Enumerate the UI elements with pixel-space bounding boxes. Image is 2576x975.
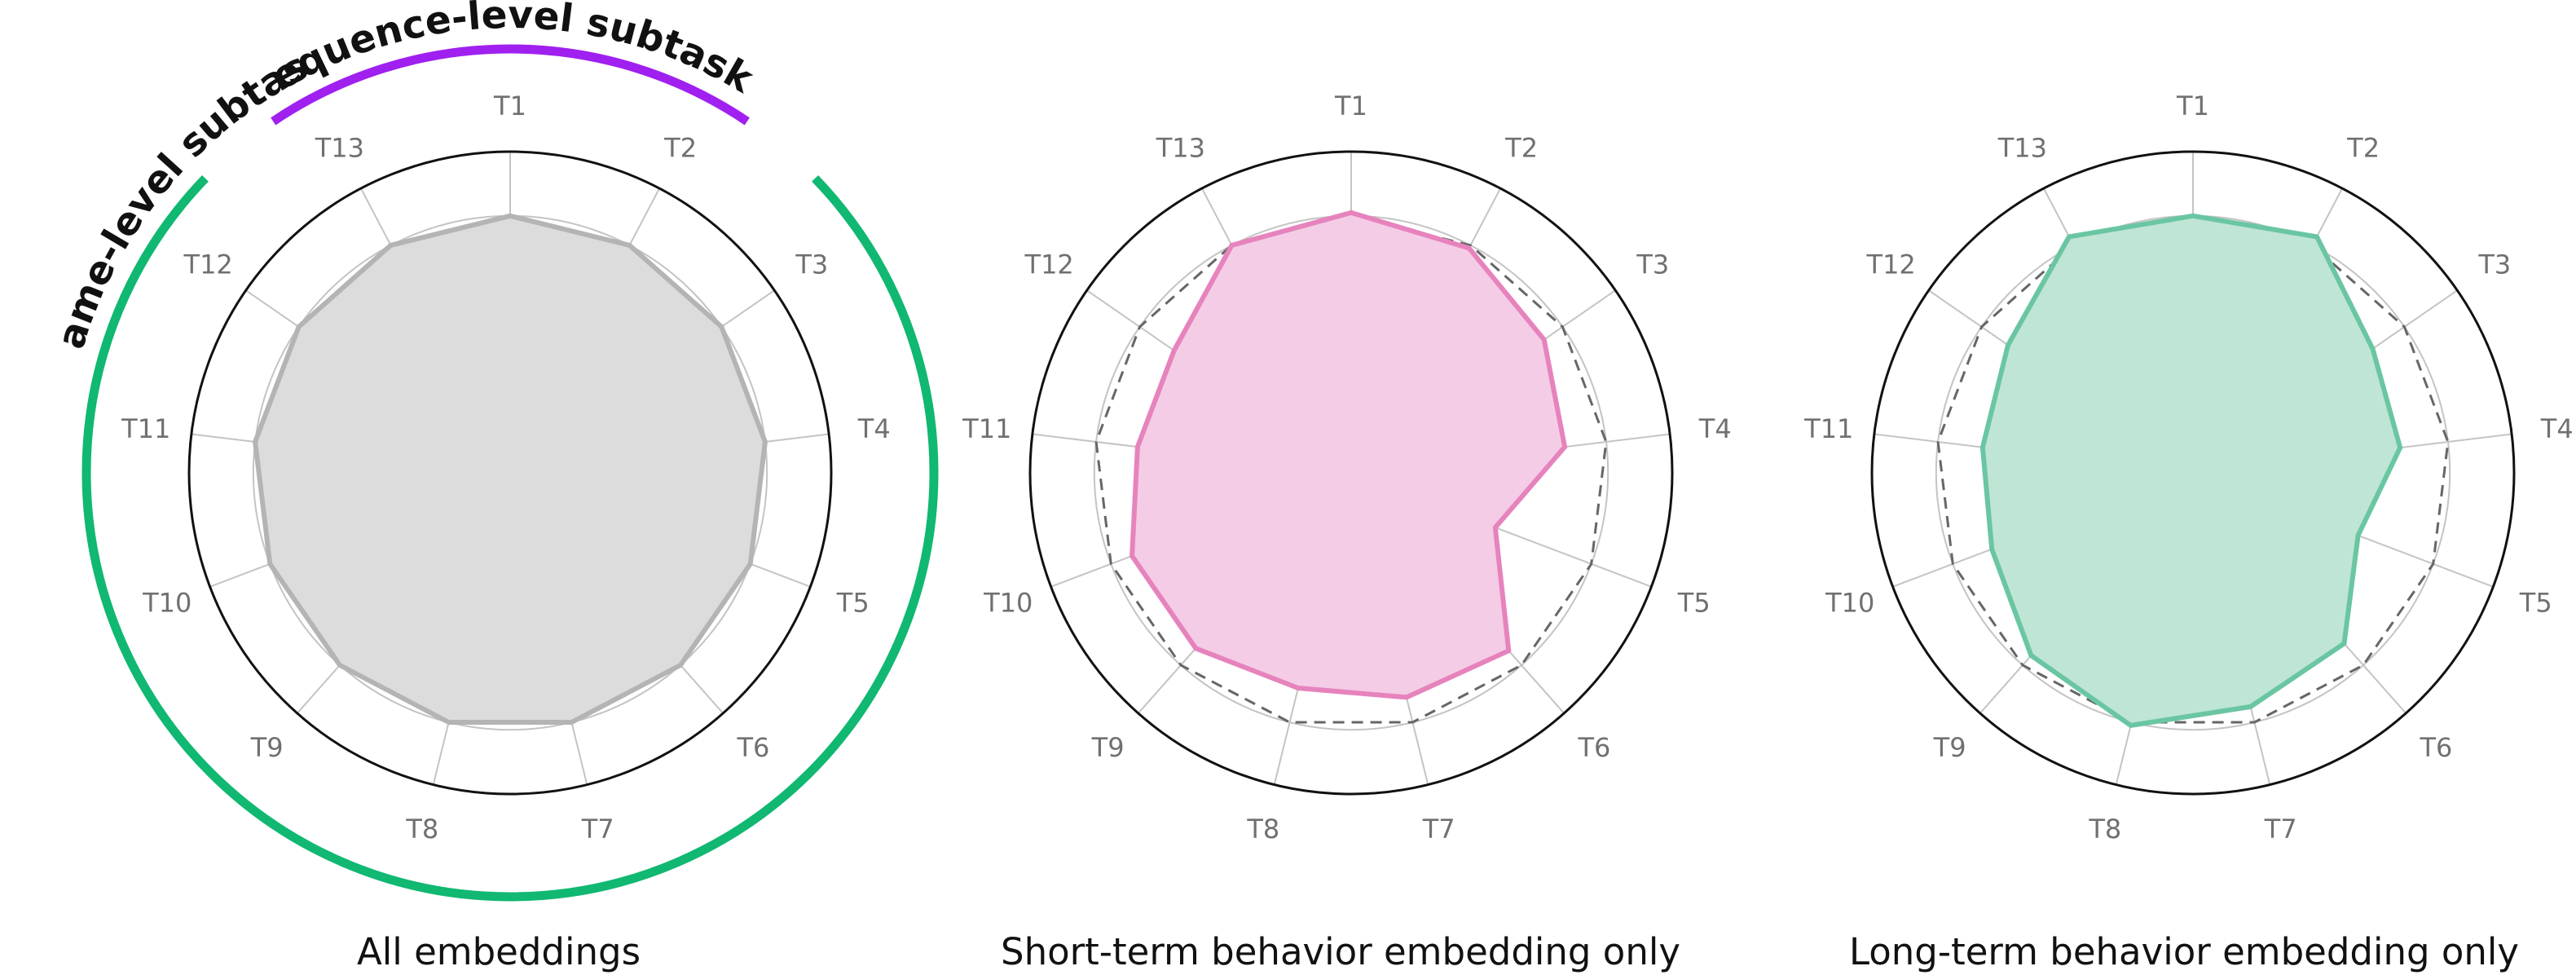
data-point-t5 (2357, 534, 2359, 536)
data-point-t4 (1564, 446, 1566, 448)
data-point-t12 (2007, 344, 2010, 346)
data-point-t13 (2068, 236, 2071, 238)
tick-label-t2: T2 (1504, 133, 1538, 164)
tick-label-t11: T11 (121, 413, 170, 444)
tick-label-t4: T4 (857, 413, 891, 444)
tick-label-t6: T6 (2419, 732, 2452, 763)
tick-label-t3: T3 (1636, 249, 1669, 280)
data-point-t8 (447, 721, 450, 724)
tick-label-t10: T10 (142, 588, 192, 619)
series-polygon (253, 213, 768, 725)
tick-label-t7: T7 (581, 814, 614, 845)
data-point-t11 (1981, 446, 1984, 448)
reference-series-polygon (1094, 214, 1608, 724)
tick-label-t9: T9 (250, 732, 284, 763)
data-point-t6 (680, 664, 682, 666)
radar-chart-all: Sequence-level subtasks Frame-level subt… (0, 0, 939, 973)
tick-label-t1: T1 (2176, 90, 2209, 121)
tick-label-t9: T9 (1933, 732, 1966, 763)
tick-label-t4: T4 (1698, 413, 1732, 444)
frame-level-arc-label: Frame-level subtasks (0, 0, 315, 354)
data-point-t10 (269, 562, 271, 565)
reference-series-polygon (1936, 214, 2450, 724)
data-point-t7 (570, 721, 573, 724)
data-point-t9 (1195, 647, 1197, 650)
tick-label-t12: T12 (183, 249, 233, 280)
data-point-t3 (2371, 347, 2374, 350)
tick-label-t12: T12 (1866, 249, 1916, 280)
data-point-t4 (2399, 447, 2402, 449)
outer-frame (1028, 150, 1674, 796)
tick-label-t13: T13 (315, 133, 364, 164)
data-point-t3 (720, 325, 723, 328)
tick-label-t11: T11 (962, 413, 1011, 444)
outer-frame (187, 150, 833, 796)
data-point-t9 (338, 664, 341, 666)
tick-label-t10: T10 (1825, 588, 1874, 619)
tick-label-t6: T6 (736, 732, 769, 763)
data-point-t5 (1494, 527, 1496, 529)
data-point-t3 (1543, 338, 1545, 341)
tick-label-t10: T10 (983, 588, 1033, 619)
data-point-t13 (1231, 244, 1233, 246)
data-point-t2 (1468, 247, 1470, 249)
radar-chart-long-term: Long-term behavior embedding only T1 T2 T3… (1803, 90, 2574, 973)
chart-title-all: All embeddings (357, 930, 641, 973)
data-point-t9 (2030, 655, 2032, 657)
series-polygon (1129, 210, 1568, 700)
data-point-t1 (1350, 211, 1352, 214)
data-point-t13 (390, 244, 392, 246)
tick-label-t13: T13 (1156, 133, 1205, 164)
radar-chart-short-term: Short-term behavior embedding only T1 T2 T… (962, 90, 1732, 973)
data-point-t11 (254, 441, 257, 443)
data-point-t2 (2315, 236, 2318, 238)
data-point-t10 (1991, 548, 1993, 550)
sequence-level-arc (271, 44, 750, 126)
data-point-t6 (1508, 650, 1510, 652)
tick-label-t8: T8 (1246, 814, 1279, 845)
tick-label-t3: T3 (2477, 249, 2511, 280)
data-point-t7 (1405, 696, 1407, 699)
data-point-t10 (1131, 554, 1134, 557)
outer-frame (1870, 150, 2516, 796)
data-point-t6 (2343, 642, 2345, 645)
tick-label-t1: T1 (1334, 90, 1367, 121)
tick-label-t5: T5 (2519, 588, 2552, 619)
data-point-t12 (297, 325, 300, 328)
data-point-t11 (1136, 446, 1138, 448)
data-point-t8 (1297, 686, 1299, 689)
tick-label-t2: T2 (2346, 133, 2380, 164)
tick-label-t6: T6 (1577, 732, 1610, 763)
data-point-t12 (1173, 350, 1175, 352)
tick-label-t7: T7 (2264, 814, 2297, 845)
chart-title-long-term: Long-term behavior embedding only (1849, 930, 2519, 973)
tick-label-t5: T5 (836, 588, 870, 619)
tick-label-t2: T2 (663, 133, 697, 164)
tick-label-t1: T1 (493, 90, 526, 121)
data-point-t4 (764, 441, 766, 443)
tick-label-t9: T9 (1091, 732, 1125, 763)
tick-label-t5: T5 (1677, 588, 1711, 619)
data-point-t8 (2129, 724, 2132, 726)
tick-label-t7: T7 (1422, 814, 1455, 845)
tick-label-t13: T13 (1997, 133, 2047, 164)
frame-level-arc (81, 174, 939, 902)
data-point-t5 (749, 562, 751, 565)
data-point-t1 (2192, 214, 2194, 217)
data-point-t1 (509, 214, 511, 217)
tick-label-t12: T12 (1024, 249, 1074, 280)
data-point-t2 (628, 244, 631, 246)
tick-label-t3: T3 (795, 249, 828, 280)
tick-label-t8: T8 (2088, 814, 2121, 845)
data-point-t7 (2249, 705, 2252, 708)
tick-label-t11: T11 (1803, 413, 1853, 444)
tick-label-t4: T4 (2540, 413, 2574, 444)
series-polygon (1979, 213, 2403, 728)
chart-title-short-term: Short-term behavior embedding only (1001, 930, 1680, 973)
tick-label-t8: T8 (405, 814, 438, 845)
sequence-level-arc-label: Sequence-level subtasks (0, 0, 762, 103)
